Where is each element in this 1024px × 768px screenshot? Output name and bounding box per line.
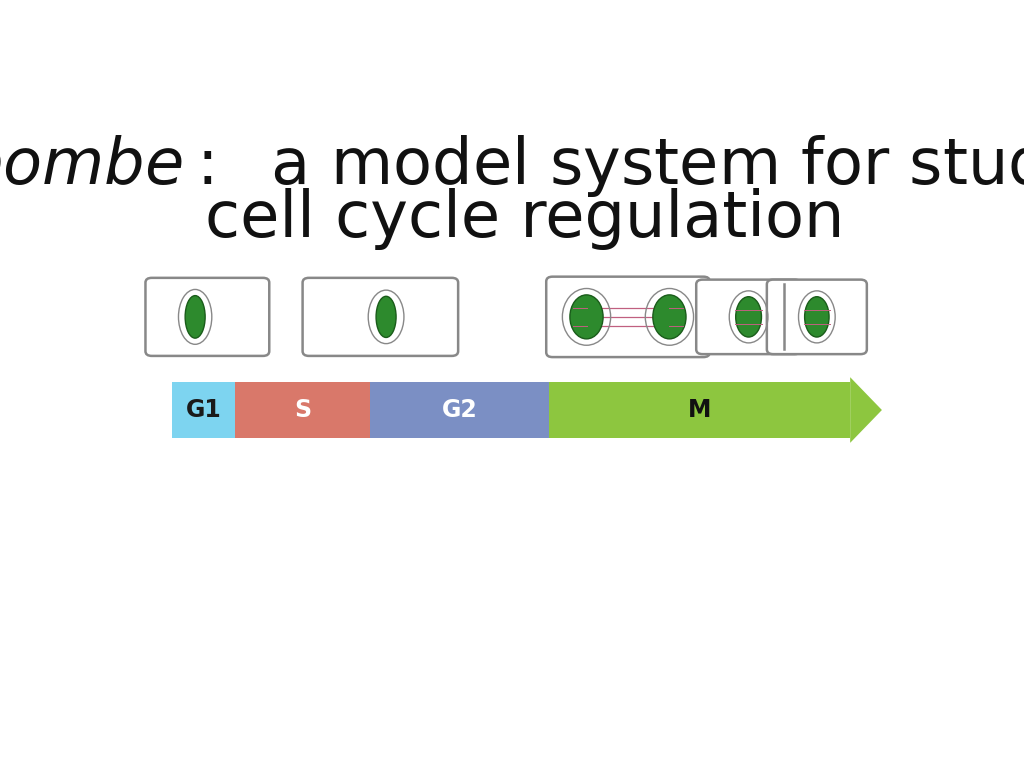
- Text: M: M: [688, 398, 711, 422]
- FancyBboxPatch shape: [303, 278, 458, 356]
- Bar: [236, 382, 370, 438]
- Bar: [370, 382, 549, 438]
- Bar: [172, 382, 236, 438]
- Ellipse shape: [185, 296, 205, 338]
- Ellipse shape: [570, 295, 603, 339]
- Text: $\it{S.\ pombe:}$  a model system for studying: $\it{S.\ pombe:}$ a model system for stu…: [0, 133, 1024, 199]
- Polygon shape: [850, 377, 882, 443]
- Ellipse shape: [376, 296, 396, 337]
- FancyBboxPatch shape: [767, 280, 867, 354]
- FancyBboxPatch shape: [546, 276, 710, 357]
- Text: G2: G2: [441, 398, 477, 422]
- FancyBboxPatch shape: [145, 278, 269, 356]
- Text: G1: G1: [185, 398, 221, 422]
- Bar: [549, 382, 850, 438]
- FancyBboxPatch shape: [696, 280, 801, 354]
- Text: S: S: [294, 398, 311, 422]
- Ellipse shape: [805, 296, 829, 337]
- Ellipse shape: [735, 296, 762, 337]
- Ellipse shape: [653, 295, 686, 339]
- Text: cell cycle regulation: cell cycle regulation: [205, 188, 845, 250]
